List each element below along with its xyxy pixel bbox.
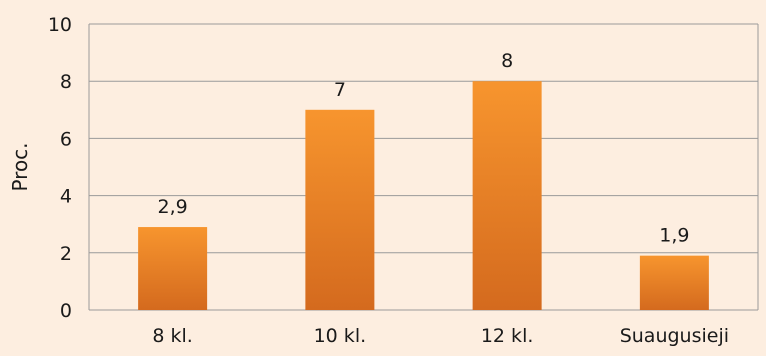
axes [88, 24, 759, 310]
bar-12-kl [472, 81, 542, 310]
x-tick-label: 8 kl. [152, 325, 192, 347]
bar-10-kl [305, 109, 375, 310]
data-label: 7 [334, 79, 346, 101]
data-label: 8 [501, 50, 513, 72]
x-tick-label: 12 kl. [481, 325, 534, 347]
y-tick-label: 2 [60, 243, 72, 265]
x-tick-label: Suaugusieji [620, 325, 729, 347]
bar-suaugusieji [639, 255, 709, 310]
y-tick-label: 0 [60, 300, 72, 322]
bars [138, 81, 709, 310]
labels: 0 2 4 6 8 10 2,9 8 kl. 7 10 kl. 8 12 kl. 1,9 Suaugusi… [8, 14, 729, 347]
data-label: 1,9 [659, 225, 689, 247]
y-axis-title: Proc. [8, 142, 32, 191]
x-tick-label: 10 kl. [314, 325, 367, 347]
y-tick-label: 4 [60, 186, 72, 208]
y-tick-label: 10 [48, 14, 72, 36]
bar-8-kl [138, 227, 208, 310]
y-tick-label: 8 [60, 71, 72, 93]
y-tick-label: 6 [60, 128, 72, 150]
data-label: 2,9 [158, 196, 188, 218]
